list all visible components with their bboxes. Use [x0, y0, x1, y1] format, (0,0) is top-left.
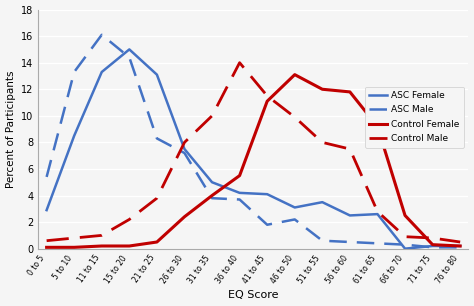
Control Male	[127, 218, 132, 221]
ASC Female	[127, 47, 132, 51]
Control Female	[44, 245, 49, 249]
Line: Control Male: Control Male	[46, 63, 460, 242]
ASC Female	[209, 181, 215, 184]
ASC Male	[182, 151, 187, 155]
ASC Female	[99, 70, 105, 74]
Control Male	[402, 235, 408, 239]
Control Male	[154, 196, 160, 200]
Control Female	[430, 243, 436, 247]
Control Male	[264, 94, 270, 98]
ASC Female	[292, 206, 298, 209]
ASC Female	[319, 200, 325, 204]
Control Female	[99, 244, 105, 248]
Control Female	[292, 73, 298, 76]
Control Female	[154, 240, 160, 244]
ASC Male	[127, 55, 132, 59]
ASC Male	[209, 196, 215, 200]
ASC Male	[347, 240, 353, 244]
Control Male	[72, 236, 77, 240]
ASC Female	[264, 192, 270, 196]
ASC Female	[347, 214, 353, 217]
Control Female	[182, 215, 187, 218]
ASC Male	[237, 198, 243, 201]
Line: ASC Male: ASC Male	[46, 35, 460, 247]
Control Female	[319, 88, 325, 91]
ASC Female	[182, 147, 187, 151]
ASC Male	[72, 70, 77, 74]
Line: ASC Female: ASC Female	[46, 49, 460, 249]
Control Female	[347, 90, 353, 94]
ASC Female	[237, 191, 243, 195]
Control Female	[402, 214, 408, 217]
ASC Male	[402, 243, 408, 247]
Control Female	[127, 244, 132, 248]
X-axis label: EQ Score: EQ Score	[228, 290, 279, 300]
Legend: ASC Female, ASC Male, Control Female, Control Male: ASC Female, ASC Male, Control Female, Co…	[365, 87, 464, 148]
Control Male	[430, 236, 436, 240]
Control Male	[44, 239, 49, 243]
Control Female	[72, 245, 77, 249]
ASC Male	[292, 218, 298, 221]
ASC Male	[154, 136, 160, 140]
Y-axis label: Percent of Participants: Percent of Participants	[6, 70, 16, 188]
ASC Male	[430, 245, 436, 249]
Control Male	[99, 233, 105, 237]
Control Female	[374, 125, 380, 128]
Control Male	[292, 115, 298, 119]
Control Female	[209, 194, 215, 197]
ASC Female	[72, 134, 77, 138]
ASC Male	[457, 245, 463, 249]
Control Female	[457, 244, 463, 248]
Control Female	[237, 174, 243, 177]
ASC Female	[430, 244, 436, 248]
Control Male	[209, 114, 215, 118]
ASC Female	[402, 247, 408, 251]
ASC Female	[44, 208, 49, 212]
Control Male	[457, 240, 463, 244]
ASC Male	[319, 239, 325, 243]
ASC Female	[154, 73, 160, 76]
ASC Male	[374, 241, 380, 245]
ASC Male	[44, 175, 49, 179]
ASC Female	[457, 244, 463, 248]
Control Male	[347, 147, 353, 151]
Control Male	[237, 61, 243, 65]
ASC Female	[374, 212, 380, 216]
Control Male	[182, 140, 187, 144]
ASC Male	[99, 33, 105, 37]
Control Female	[264, 99, 270, 103]
ASC Male	[264, 223, 270, 226]
Line: Control Female: Control Female	[46, 75, 460, 247]
Control Male	[319, 140, 325, 144]
Control Male	[374, 210, 380, 213]
